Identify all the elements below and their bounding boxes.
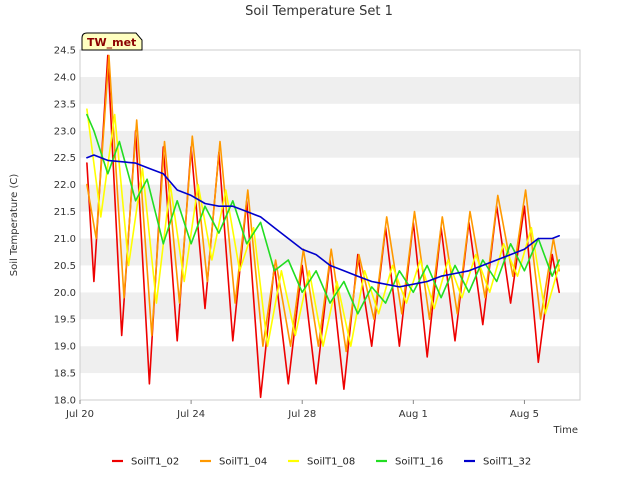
y-tick-label: 20.5 xyxy=(54,261,76,272)
grid-band xyxy=(80,211,580,239)
y-tick-label: 22.0 xyxy=(54,180,76,191)
grid-band xyxy=(80,373,580,400)
y-tick-label: 23.0 xyxy=(54,126,76,137)
series-lines xyxy=(86,54,561,399)
legend-label: SoilT1_04 xyxy=(219,457,267,468)
grid-band xyxy=(80,319,580,347)
y-tick-label: 21.0 xyxy=(54,234,76,245)
badge-label: TW_met xyxy=(87,36,136,49)
x-tick-label: Jul 20 xyxy=(65,409,94,420)
plot-area-border xyxy=(79,49,581,401)
y-axis-label: Soil Temperature (C) xyxy=(9,174,20,277)
y-tick-label: 19.0 xyxy=(54,342,76,353)
y-tick-label: 18.0 xyxy=(54,396,76,407)
grid-band xyxy=(80,76,580,104)
legend-label: SoilT1_02 xyxy=(131,457,179,468)
grid-band xyxy=(80,130,580,158)
y-tick-label: 22.5 xyxy=(54,153,76,164)
chart-title: Soil Temperature Set 1 xyxy=(245,4,393,19)
y-tick-label: 19.5 xyxy=(54,315,76,326)
x-tick-label: Jul 24 xyxy=(176,409,205,420)
grid-band xyxy=(80,103,580,131)
grid-band xyxy=(80,346,580,374)
badge-shape xyxy=(81,32,143,51)
series-line-soilt1_32 xyxy=(86,154,561,288)
legend-label: SoilT1_08 xyxy=(307,457,355,468)
legend-label: SoilT1_32 xyxy=(483,457,531,468)
y-tick-label: 20.0 xyxy=(54,288,76,299)
y-tick-label: 21.5 xyxy=(54,207,76,218)
y-tick-label: 23.5 xyxy=(54,99,76,110)
x-tick-label: Aug 1 xyxy=(399,409,428,420)
station-badge: TW_met xyxy=(81,32,143,51)
legend: SoilT1_02 SoilT1_04 SoilT1_08 SoilT1_16 Soil… xyxy=(112,457,531,468)
x-axis-label: Time xyxy=(553,425,578,436)
legend-label: SoilT1_16 xyxy=(395,457,443,468)
y-tick-label: 18.5 xyxy=(54,369,76,380)
background-bands xyxy=(80,50,580,400)
y-tick-label: 24.5 xyxy=(54,46,76,57)
x-tick-label: Aug 5 xyxy=(510,409,539,420)
y-axis-ticks: 18.0 18.5 19.0 19.5 20.0 20.5 21.0 21.5 22.0 22.5… xyxy=(54,46,76,407)
series-line-soilt1_16 xyxy=(86,113,561,315)
y-tick-label: 24.0 xyxy=(54,72,76,83)
grid-band xyxy=(80,50,580,77)
x-axis-ticks: Jul 20 Jul 24 Jul 28 Aug 1 Aug 5 xyxy=(65,400,539,420)
x-tick-label: Jul 28 xyxy=(287,409,316,420)
